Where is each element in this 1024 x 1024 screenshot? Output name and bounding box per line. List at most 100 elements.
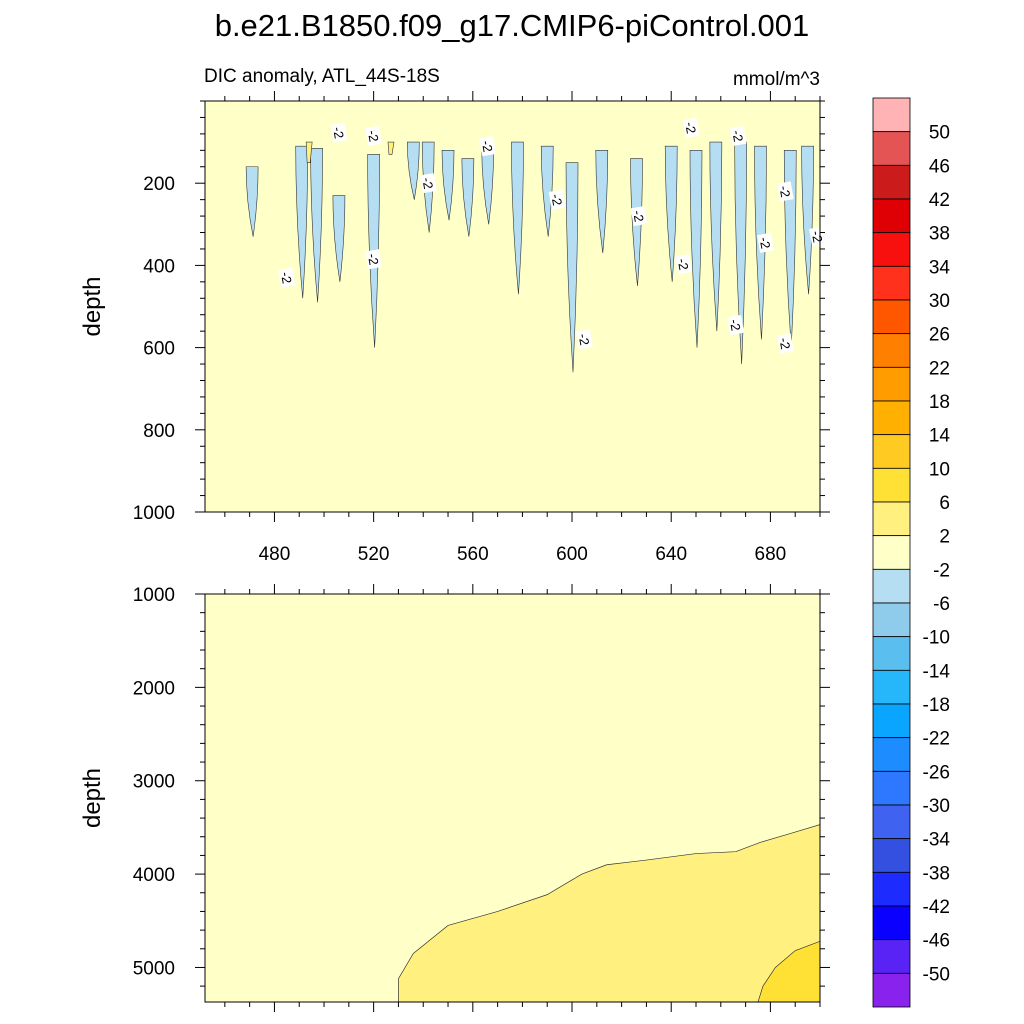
colorbar-swatch (872, 871, 911, 907)
colorbar-swatch (872, 703, 911, 739)
contour-label: -2 (757, 232, 774, 253)
contour-6-region (758, 941, 820, 1002)
colorbar-label: 42 (929, 190, 950, 211)
negative-anomaly-streak (734, 141, 747, 365)
y-tick-label: 4000 (133, 865, 175, 886)
negative-anomaly-streak (332, 195, 346, 282)
colorbar-label: 10 (929, 459, 950, 480)
lower-panel: 1000 2000 3000 4000 5000 depth (79, 584, 830, 1012)
colorbar-label: -46 (923, 931, 950, 952)
colorbar-label: 26 (929, 325, 950, 346)
colorbar-label: -22 (923, 729, 950, 750)
y-tick-label: 600 (143, 339, 175, 360)
y-axis-label: depth (79, 276, 106, 336)
colorbar-swatch (872, 939, 911, 974)
colorbar-swatch (872, 501, 911, 537)
colorbar-swatch (872, 602, 911, 638)
y-tick-label: 3000 (133, 772, 175, 793)
colorbar-label: -38 (923, 863, 950, 884)
negative-anomaly-streak (664, 145, 678, 282)
positive-anomaly-streak (305, 141, 313, 163)
svg-text:-2: -2 (630, 209, 647, 223)
colorbar-label: -10 (923, 628, 950, 649)
colorbar-label: 46 (929, 156, 950, 177)
upper-fill (205, 101, 820, 512)
colorbar-label: -18 (923, 695, 950, 716)
colorbar-swatch (872, 97, 911, 133)
x-tick-label: 680 (755, 544, 787, 565)
colorbar-swatch (872, 737, 911, 772)
colorbar-swatch (872, 198, 911, 234)
contour-label: -2 (776, 181, 794, 202)
y-tick-label: 1000 (133, 503, 175, 524)
svg-text:-2: -2 (330, 126, 347, 140)
colorbar-swatch (872, 299, 911, 335)
contour-label: -2 (776, 333, 794, 354)
colorbar-swatch (872, 838, 911, 873)
colorbar-swatch (872, 434, 911, 469)
y-tick-label: 1000 (133, 585, 175, 606)
colorbar-swatch (872, 467, 911, 503)
x-tick-label: 600 (556, 544, 588, 565)
negative-anomaly-streak (295, 145, 309, 299)
colorbar-swatch (872, 972, 911, 1008)
negative-anomaly-streak (407, 141, 420, 200)
negative-anomaly-streak (709, 141, 723, 332)
svg-text:-2: -2 (365, 129, 382, 143)
contour-label: -2 (576, 329, 593, 350)
colorbar-swatch (872, 770, 911, 806)
colorbar-swatch (872, 535, 911, 570)
units-label: mmol/m^3 (733, 69, 820, 90)
y-axis-label: depth (79, 768, 106, 828)
subtitle-left: DIC anomaly, ATL_44S-18S (204, 66, 440, 87)
contour-6-region-line (757, 940, 820, 1002)
contour-label: -2 (729, 125, 747, 147)
colorbar-swatch (872, 333, 911, 368)
x-tick-label: 480 (259, 544, 291, 565)
svg-text:-2: -2 (365, 252, 382, 266)
negative-anomaly-streak (689, 150, 703, 348)
colorbar-label: 50 (929, 123, 950, 144)
negative-anomaly-streak (511, 141, 524, 295)
colorbar-label: 18 (929, 392, 950, 413)
colorbar-swatch (872, 366, 911, 402)
contour-label: -2 (365, 249, 383, 270)
contour-2-region (398, 824, 820, 1002)
svg-text:-2: -2 (727, 318, 744, 332)
colorbar-swatch (872, 568, 911, 604)
y-tick-label: 5000 (133, 958, 175, 979)
positive-anomaly-streak (387, 141, 395, 155)
svg-text:-2: -2 (419, 176, 436, 190)
contour-label: -2 (419, 173, 437, 194)
colorbar-swatch (872, 905, 911, 941)
x-tick-label: 640 (655, 544, 687, 565)
contour-label: -2 (330, 122, 348, 143)
colorbar-label: -30 (923, 796, 950, 817)
colorbar-swatch (872, 232, 911, 267)
colorbar-swatch (872, 131, 911, 166)
svg-text:-2: -2 (776, 337, 793, 351)
colorbar-label: 2 (939, 527, 950, 548)
y-tick-label: 2000 (133, 678, 175, 699)
contour-label: -2 (630, 206, 648, 227)
negative-anomaly-streak (441, 150, 455, 221)
colorbar-label: 30 (929, 291, 950, 312)
colorbar-label: 6 (939, 493, 950, 514)
contour-2-region-line (398, 824, 820, 1002)
negative-anomaly-streak (245, 166, 259, 237)
chart-title: b.e21.B1850.f09_g17.CMIP6-piControl.001 (215, 8, 810, 43)
colorbar-swatch (872, 804, 911, 840)
svg-text:-2: -2 (479, 139, 496, 153)
colorbar-label: -2 (933, 560, 950, 581)
colorbar-label: -14 (923, 661, 951, 682)
y-tick-label: 200 (143, 174, 175, 195)
contour-label: -2 (278, 267, 296, 288)
colorbar-swatch (872, 400, 911, 436)
lower-fill (205, 594, 820, 1002)
colorbar-label: 34 (929, 257, 951, 278)
contour-label: -2 (365, 125, 383, 147)
svg-text:-2: -2 (757, 236, 774, 250)
y-tick-label: 800 (143, 421, 175, 442)
colorbar-swatch (872, 669, 911, 705)
